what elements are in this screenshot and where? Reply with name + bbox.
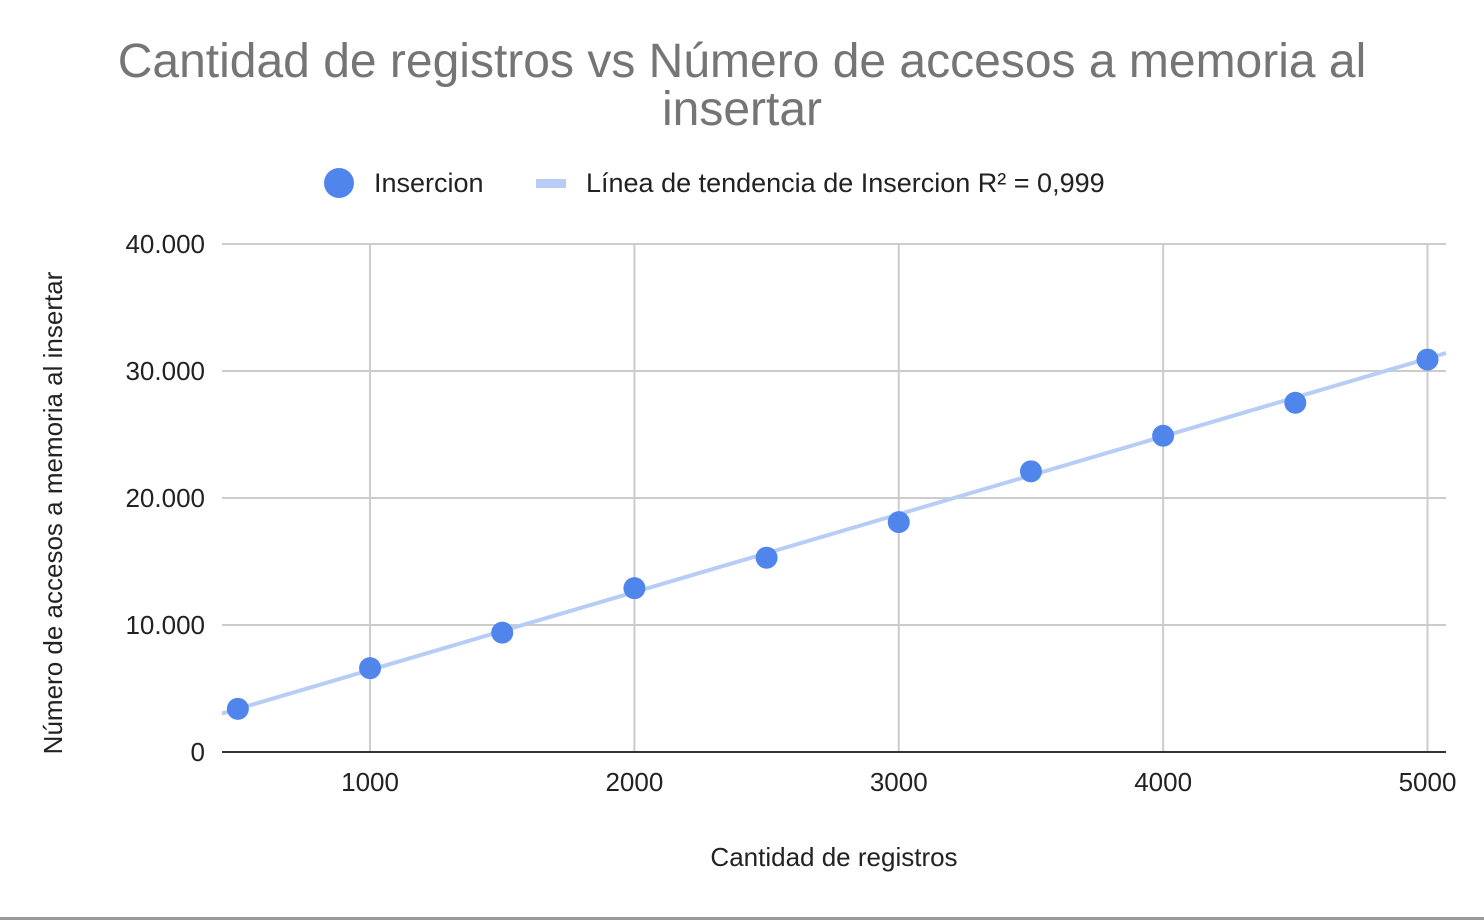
data-point [623,577,646,600]
chart-title-text: Cantidad de registros vs Número de acces… [118,35,1367,136]
legend-marker-trendline [536,179,566,188]
trendline [221,351,1447,716]
data-point [887,511,910,534]
data-point [1152,424,1175,447]
chart-title: Cantidad de registros vs Número de acces… [118,35,1367,136]
y-tick-label: 40.000 [125,229,205,259]
data-point [1284,391,1307,414]
legend: Insercion Línea de tendencia de Insercion… [324,168,1105,198]
legend-marker-insercion [324,168,354,198]
y-tick-label: 30.000 [125,356,205,386]
data-point [755,546,778,569]
x-tick-label: 2000 [605,767,663,797]
data-point [359,657,382,680]
y-tick-label: 0 [191,737,205,767]
grid [222,243,1446,752]
data-point [1019,460,1042,483]
y-tick-label: 20.000 [125,483,205,513]
legend-label-trendline: Línea de tendencia de Insercion R² = 0,9… [586,168,1105,198]
bottom-divider [0,917,1484,920]
y-tick-label: 10.000 [125,610,205,640]
x-tick-label: 4000 [1134,767,1192,797]
data-point [1416,348,1439,371]
x-tick-label: 5000 [1399,767,1457,797]
x-axis-label: Cantidad de registros [710,842,957,872]
trendline-path [221,351,1447,716]
legend-label-insercion: Insercion [374,168,484,198]
x-tick-label: 1000 [341,767,399,797]
data-point [226,697,249,720]
data-point [491,621,514,644]
x-tick-label: 3000 [870,767,928,797]
y-axis-label: Número de accesos a memoria al insertar [38,271,68,754]
axes: 0 10.000 20.000 30.000 40.000 1000 2000 3000 400… [125,229,1456,797]
data-points [226,348,1439,720]
